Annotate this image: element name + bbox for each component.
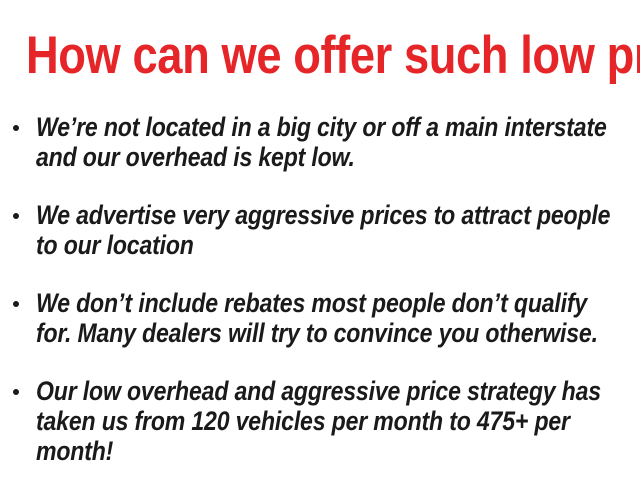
list-item-label: Our low overhead and aggressive price st… bbox=[36, 376, 601, 466]
list-item-label: We don’t include rebates most people don… bbox=[36, 288, 598, 348]
list-item: We advertise very aggressive prices to a… bbox=[0, 200, 640, 260]
bullet-list: We’re not located in a big city or off a… bbox=[0, 112, 640, 466]
list-item: We don’t include rebates most people don… bbox=[0, 288, 640, 348]
list-item-text-wrapper: We don’t include rebates most people don… bbox=[36, 288, 614, 348]
page-title-text: How can we offer such low prices? bbox=[26, 26, 640, 85]
bullet-dot-icon bbox=[13, 213, 19, 219]
bullet-dot-icon bbox=[13, 389, 19, 395]
list-item-text-wrapper: We advertise very aggressive prices to a… bbox=[36, 200, 614, 260]
bullet-dot-icon bbox=[13, 125, 19, 131]
bullet-dot-icon bbox=[13, 301, 19, 307]
list-item-text-wrapper: We’re not located in a big city or off a… bbox=[36, 112, 614, 172]
list-item: Our low overhead and aggressive price st… bbox=[0, 376, 640, 466]
list-item: We’re not located in a big city or off a… bbox=[0, 112, 640, 172]
list-item-text-wrapper: Our low overhead and aggressive price st… bbox=[36, 376, 614, 466]
list-item-label: We advertise very aggressive prices to a… bbox=[36, 200, 611, 260]
page-title: How can we offer such low prices? bbox=[26, 26, 640, 85]
list-item-label: We’re not located in a big city or off a… bbox=[36, 112, 607, 172]
